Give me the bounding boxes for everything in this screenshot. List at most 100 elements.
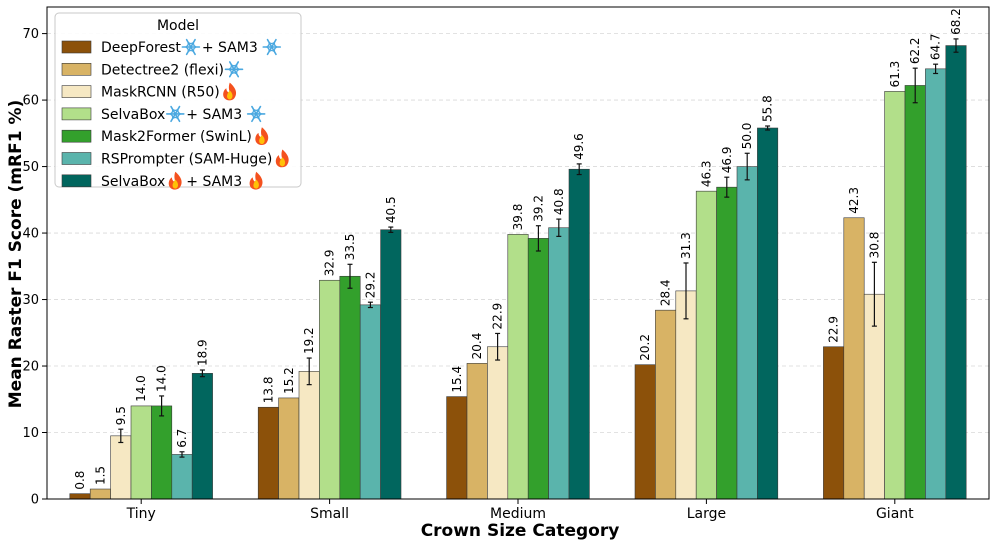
legend-label: Mask2Former (SwinL) — [101, 129, 252, 145]
y-tick-label: 60 — [22, 94, 39, 109]
bar-value-label: 49.6 — [572, 133, 586, 160]
bar-value-label: 20.4 — [470, 333, 484, 360]
bar-value-label: 46.3 — [699, 160, 713, 187]
bar — [823, 346, 845, 500]
legend-item: SelvaBox + SAM3 — [61, 171, 263, 190]
x-tick-label: Tiny — [126, 506, 156, 522]
bar — [130, 405, 152, 500]
bar — [466, 363, 488, 500]
bar — [527, 238, 549, 500]
bar — [89, 488, 111, 500]
y-tick-label: 20 — [22, 360, 39, 375]
x-tick-label: Giant — [876, 506, 914, 522]
x-tick-label: Medium — [490, 506, 546, 522]
y-tick-label: 0 — [31, 493, 39, 508]
legend-item: DeepForest + SAM3 — [61, 38, 282, 56]
bar — [507, 234, 529, 500]
snowflake-icon — [262, 38, 282, 56]
legend-label-suffix: + SAM3 — [202, 40, 258, 56]
legend-title: Model — [157, 18, 199, 34]
bar-value-label: 40.5 — [384, 196, 398, 223]
bar — [380, 229, 402, 500]
bar — [695, 190, 717, 500]
fire-icon — [249, 171, 263, 190]
bar — [278, 397, 300, 500]
bar-value-label: 19.2 — [302, 327, 316, 354]
bar-value-label: 39.2 — [531, 195, 545, 222]
legend-label: RSPrompter (SAM-Huge) — [101, 152, 272, 168]
fire-icon — [275, 149, 289, 168]
bar-value-label: 14.0 — [155, 365, 169, 392]
bar — [634, 364, 656, 500]
bar — [69, 493, 91, 500]
snowflake-icon — [181, 38, 201, 56]
bar-value-label: 6.7 — [175, 429, 189, 448]
axes-layer: 0 10 20 30 40 50 60 70 Tiny Small Medium Large Giant — [22, 6, 990, 522]
legend-item: RSPrompter (SAM-Huge) — [61, 149, 289, 168]
bar-value-label: 42.3 — [847, 187, 861, 214]
bar — [884, 91, 906, 500]
legend-label: DeepForest — [101, 40, 181, 56]
snowflake-icon — [246, 105, 266, 123]
bar — [171, 454, 193, 500]
legend-item: MaskRCNN (R50) — [61, 82, 237, 101]
legend-swatch — [61, 62, 92, 76]
bar-value-label: 46.9 — [720, 146, 734, 173]
bar — [925, 68, 947, 500]
bar — [945, 45, 967, 500]
bar — [339, 275, 361, 500]
bar-value-label: 13.8 — [261, 377, 275, 404]
plot-frame — [46, 6, 990, 500]
y-tick-label: 40 — [22, 227, 39, 242]
fire-icon — [223, 82, 237, 101]
legend-item: SelvaBox + SAM3 — [61, 105, 266, 123]
legend-item: Mask2Former (SwinL) — [61, 127, 269, 145]
bar — [675, 290, 697, 500]
bar-value-label: 31.3 — [679, 232, 693, 259]
bar-value-label: 0.8 — [73, 471, 87, 490]
bar-value-label: 22.9 — [491, 303, 505, 330]
snowflake-icon — [165, 105, 185, 123]
y-tick-label: 30 — [22, 293, 39, 308]
bar-value-label: 50.0 — [740, 123, 754, 150]
legend-item: Detectree2 (flexi) — [61, 61, 244, 78]
y-tick-label: 50 — [22, 160, 39, 175]
legend-swatch — [61, 40, 92, 54]
legend-label-suffix: + SAM3 — [186, 174, 242, 190]
bar — [904, 85, 926, 500]
legend-label: SelvaBox — [101, 174, 165, 190]
bar — [298, 371, 320, 500]
bar-value-label: 15.2 — [282, 367, 296, 394]
bar-value-label: 18.9 — [195, 339, 209, 366]
x-axis-title: Crown Size Category — [421, 521, 620, 541]
bar — [151, 405, 173, 500]
bar-value-label: 62.2 — [908, 37, 922, 64]
x-tick-label: Large — [687, 506, 726, 522]
bar — [548, 227, 570, 500]
bar — [191, 373, 213, 500]
legend-label: Detectree2 (flexi) — [101, 62, 224, 78]
bar-value-label: 39.8 — [511, 204, 525, 231]
bar-value-label: 22.9 — [827, 316, 841, 343]
bar-value-label: 32.9 — [323, 250, 337, 277]
bar-value-label: 28.4 — [659, 279, 673, 306]
bar — [257, 406, 279, 500]
y-tick-label: 10 — [22, 426, 39, 441]
bar — [359, 304, 381, 500]
bar — [757, 127, 779, 500]
bar-value-label: 29.2 — [363, 271, 377, 298]
bar-value-label: 33.5 — [343, 234, 357, 261]
fire-icon — [168, 171, 182, 190]
legend-swatch — [61, 152, 92, 165]
bar — [487, 346, 509, 500]
legend-label-suffix: + SAM3 — [186, 107, 242, 123]
bar-value-label: 68.2 — [949, 8, 963, 35]
bar — [736, 166, 758, 500]
bar-value-label: 1.5 — [93, 466, 107, 485]
legend-swatch — [61, 85, 92, 98]
bar — [446, 396, 468, 500]
legend-swatch — [61, 174, 92, 188]
bar — [655, 309, 677, 500]
bar — [843, 217, 865, 500]
